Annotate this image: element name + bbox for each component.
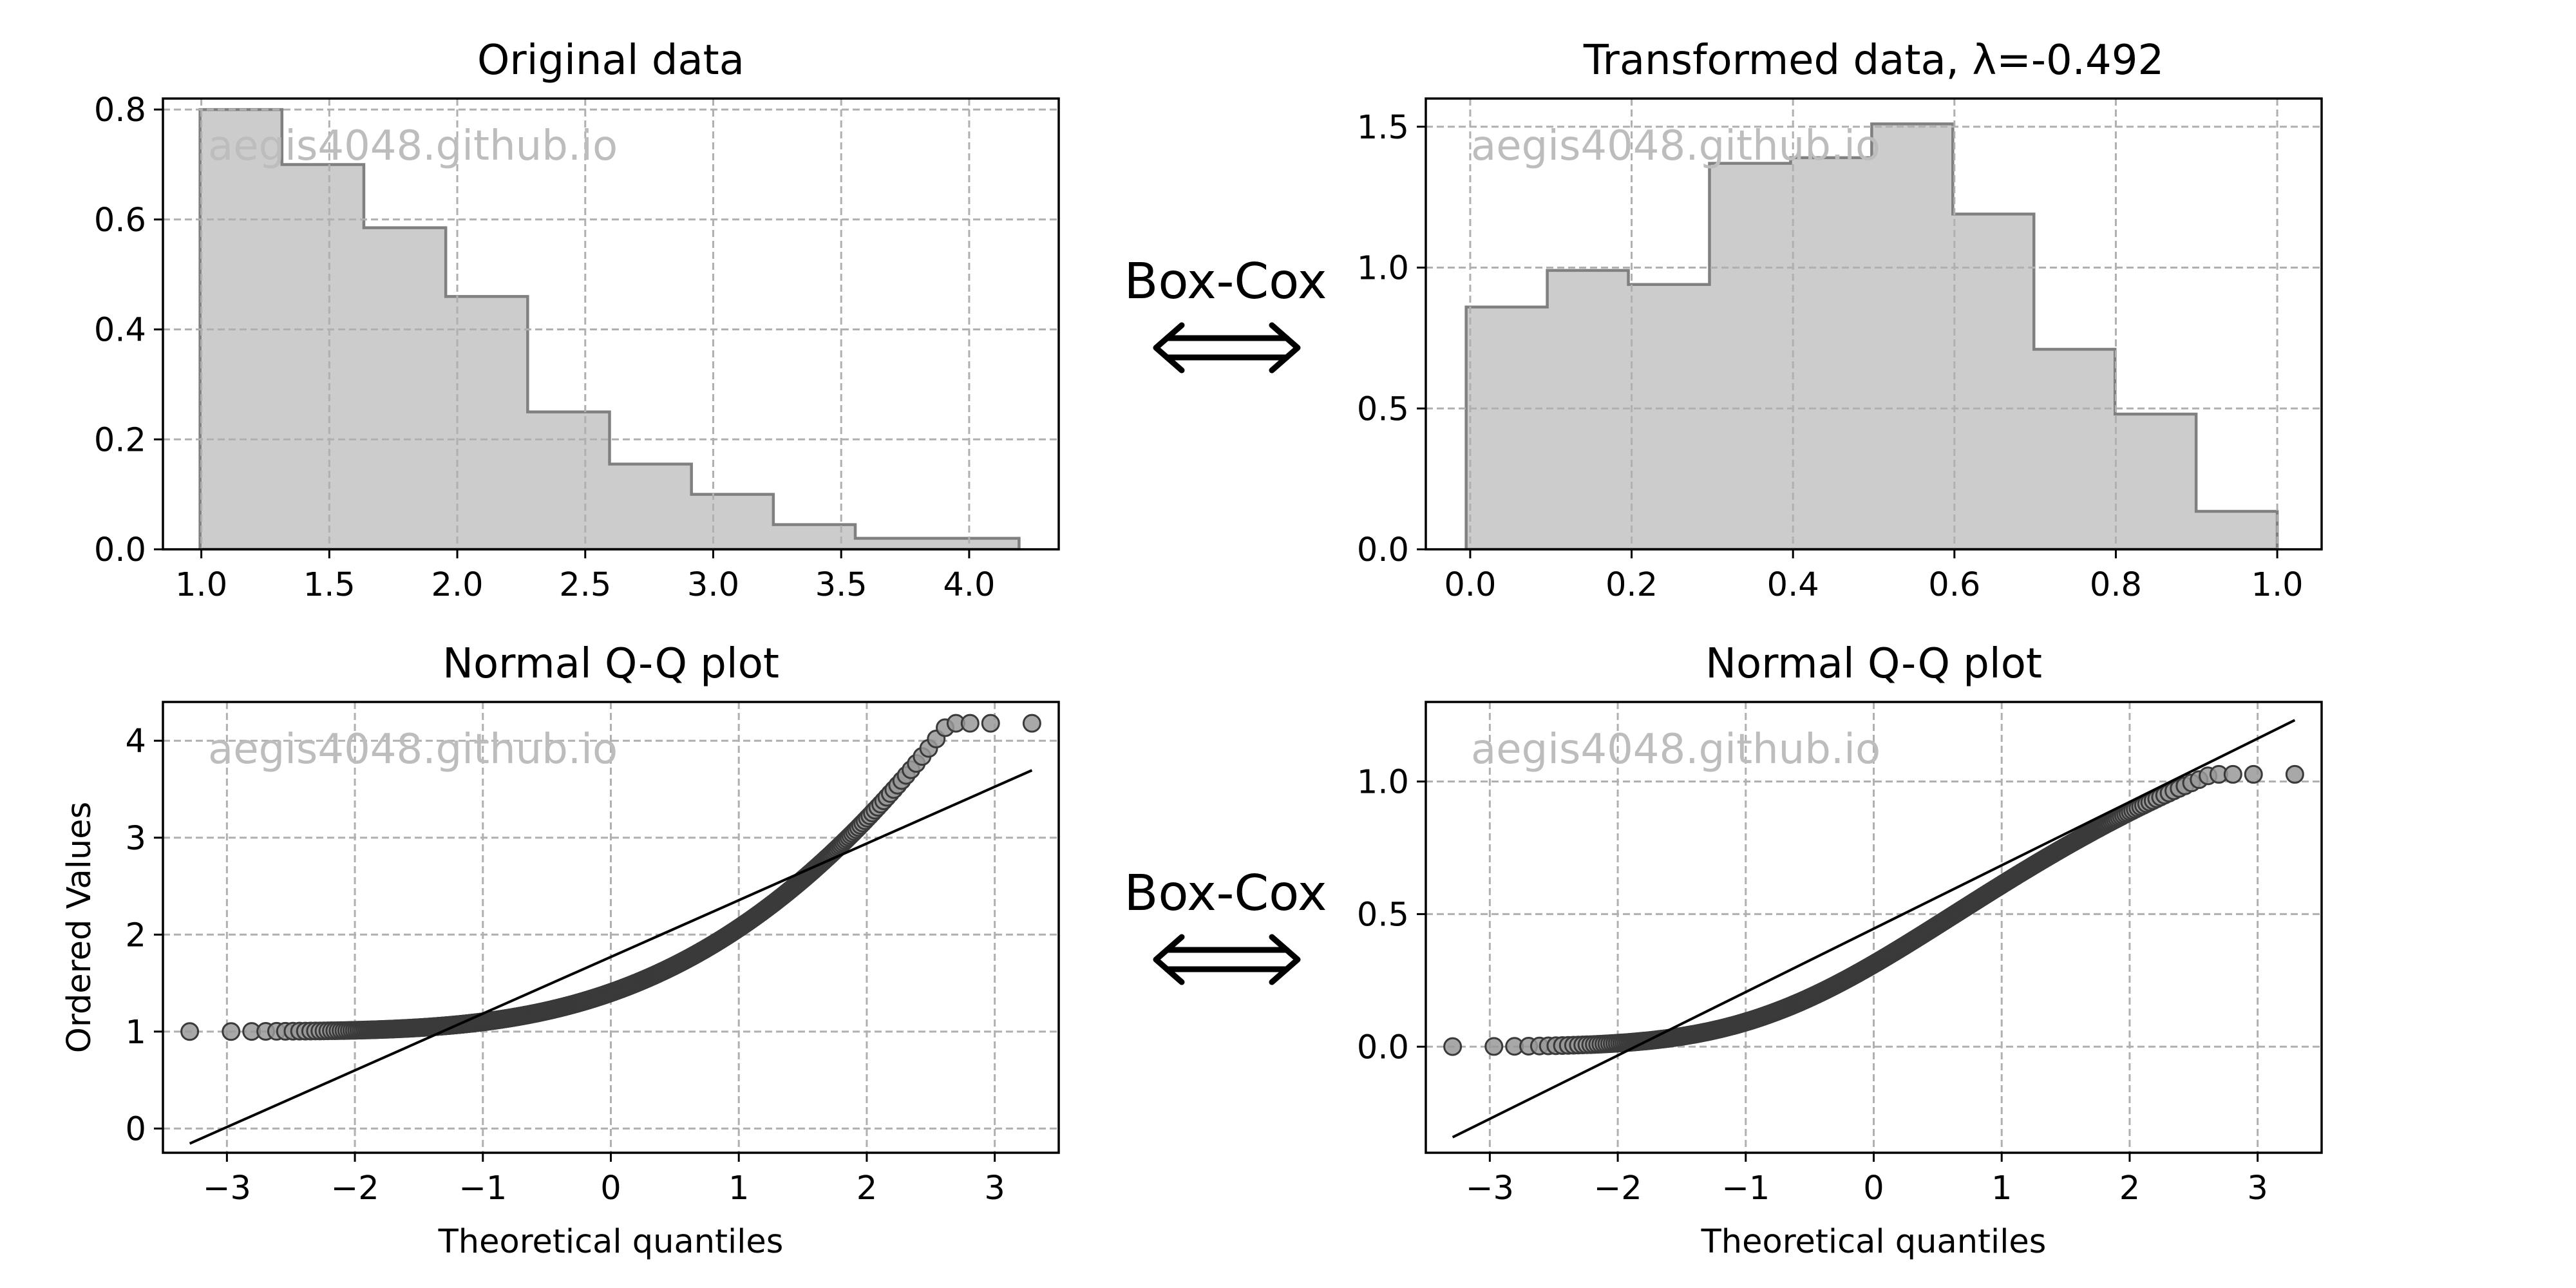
y-tick-label: 1.5 (1357, 109, 1409, 147)
x-tick-label: 0 (1863, 1170, 1884, 1208)
x-tick-label: 0.4 (1767, 566, 1819, 604)
fit-line (1452, 719, 2296, 1139)
x-tick-label: 0 (600, 1170, 621, 1208)
x-tick-label: −2 (1593, 1170, 1642, 1208)
boxcox-annotation-bottom: Box-Cox (1124, 865, 1327, 985)
plot-area: aegis4048.github.io (1426, 702, 2322, 1153)
x-tick-label: 1.0 (175, 566, 227, 604)
double-arrow-icon (1153, 322, 1301, 374)
x-tick-label: 0.6 (1928, 566, 1980, 604)
axes-frame (1425, 97, 2323, 551)
x-tick-label: −3 (203, 1170, 251, 1208)
chart-title: Transformed data, λ=-0.492 (1583, 37, 2164, 84)
chart-title: Normal Q-Q plot (1705, 640, 2042, 688)
original-qq-plot: Normal Q-Q plot Theoretical quantiles Or… (61, 640, 1060, 1261)
chart-title: Normal Q-Q plot (442, 640, 779, 688)
x-tick-label: 3 (2247, 1170, 2268, 1208)
watermark: aegis4048.github.io (208, 122, 618, 170)
qq-point (2223, 764, 2242, 784)
x-tick-label: −2 (330, 1170, 379, 1208)
x-tick-label: −1 (459, 1170, 507, 1208)
qq-point (2285, 764, 2304, 784)
plot-area: aegis4048.github.io (163, 702, 1059, 1153)
y-tick-label: 0.4 (94, 312, 146, 350)
qq-point (222, 1022, 241, 1041)
original-data-histogram: Original data aegis4048.github.io 1.0 1.5 2… (94, 37, 1060, 604)
plot-area: aegis4048.github.io (163, 99, 1059, 549)
qq-points (1443, 764, 2304, 1056)
watermark: aegis4048.github.io (208, 726, 618, 773)
y-tick-label: 1 (126, 1014, 146, 1052)
watermark: aegis4048.github.io (1471, 122, 1880, 170)
boxcox-label: Box-Cox (1124, 253, 1327, 310)
y-tick-label: 2 (126, 916, 146, 954)
y-tick-label: 0.0 (1357, 1028, 1409, 1066)
double-arrow-icon (1153, 934, 1301, 985)
axes-frame (162, 97, 1060, 551)
qq-points (180, 714, 1041, 1041)
x-tick-label: 1 (1991, 1170, 2012, 1208)
y-tick-label: 0.2 (94, 421, 146, 459)
x-tick-label: 1.0 (2251, 566, 2304, 604)
y-tick-label: 0.0 (1357, 531, 1409, 569)
x-tick-label: −3 (1466, 1170, 1514, 1208)
x-axis-label: Theoretical quantiles (438, 1223, 784, 1261)
boxcox-annotation-top: Box-Cox (1124, 253, 1327, 374)
x-tick-label: 3 (984, 1170, 1005, 1208)
qq-point (1443, 1037, 1463, 1056)
fit-line (189, 769, 1033, 1145)
x-tick-label: 2.0 (431, 566, 483, 604)
y-tick-label: 0.5 (1357, 896, 1409, 934)
plot-area: aegis4048.github.io (1426, 99, 2322, 549)
x-tick-label: 1 (728, 1170, 749, 1208)
x-tick-label: 4.0 (943, 566, 995, 604)
y-tick-label: 0.8 (94, 91, 146, 129)
qq-point (1484, 1037, 1504, 1056)
x-tick-label: 0.0 (1444, 566, 1496, 604)
x-tick-label: −1 (1721, 1170, 1770, 1208)
y-tick-label: 0.6 (94, 202, 146, 240)
qq-point (981, 714, 1000, 733)
y-tick-label: 3 (126, 820, 146, 858)
qq-point (1022, 714, 1041, 733)
y-tick-label: 4 (126, 723, 146, 761)
y-axis-label: Ordered Values (61, 802, 99, 1053)
qq-point (180, 1022, 200, 1041)
transformed-qq-plot: Normal Q-Q plot Theoretical quantiles ae… (1357, 640, 2323, 1261)
x-tick-label: 2 (857, 1170, 877, 1208)
y-tick-label: 1.0 (1357, 764, 1409, 802)
chart-title: Original data (477, 37, 744, 84)
watermark: aegis4048.github.io (1471, 726, 1880, 773)
qq-point (2244, 764, 2263, 784)
transformed-data-histogram: Transformed data, λ=-0.492 aegis4048.git… (1357, 37, 2323, 604)
x-tick-label: 0.2 (1605, 566, 1658, 604)
y-tick-label: 0.5 (1357, 390, 1409, 428)
x-axis-label: Theoretical quantiles (1701, 1223, 2047, 1261)
y-tick-label: 0.0 (94, 531, 146, 569)
x-tick-label: 2 (2119, 1170, 2140, 1208)
x-tick-label: 0.8 (2090, 566, 2142, 604)
y-tick-label: 1.0 (1357, 250, 1409, 288)
x-tick-label: 3.0 (687, 566, 739, 604)
boxcox-label: Box-Cox (1124, 865, 1327, 922)
x-tick-label: 3.5 (815, 566, 867, 604)
x-tick-label: 2.5 (559, 566, 611, 604)
qq-point (960, 714, 980, 733)
histogram-steps (1464, 122, 2279, 549)
y-tick-label: 0 (126, 1110, 146, 1148)
x-tick-label: 1.5 (303, 566, 355, 604)
